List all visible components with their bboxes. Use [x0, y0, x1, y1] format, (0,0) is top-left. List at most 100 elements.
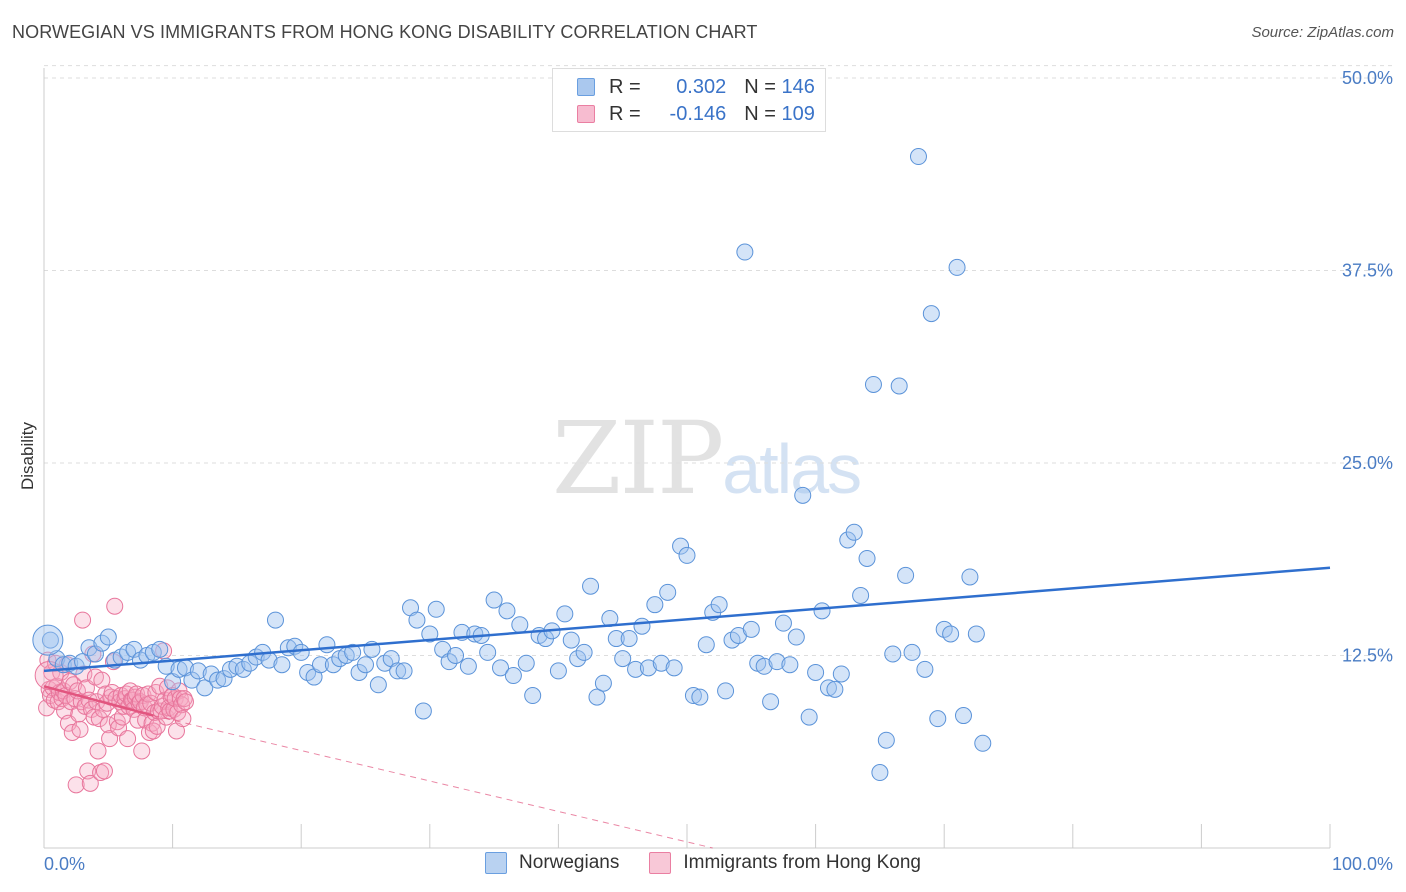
legend-r-value: -0.146: [669, 102, 727, 125]
legend-n-value: 109: [781, 102, 815, 125]
norwegian-point: [781, 656, 799, 674]
watermark-atlas: atlas: [722, 430, 862, 508]
y-tick-label: 37.5%: [1342, 261, 1393, 281]
norwegian-point: [659, 583, 677, 601]
norwegian-point: [742, 620, 760, 638]
norwegian-point: [80, 639, 98, 657]
norwegians-trend-line: [43, 566, 1331, 673]
norwegian-point: [684, 687, 702, 705]
hongkong-point: [90, 710, 108, 728]
norwegian-point: [344, 643, 362, 661]
norwegian-point: [86, 645, 104, 663]
legend-r-label: R =: [609, 75, 641, 98]
norwegian-point: [215, 670, 233, 688]
norwegian-point: [710, 596, 728, 614]
norwegian-point: [369, 676, 387, 694]
norwegian-point: [421, 625, 439, 643]
norwegian-point: [652, 654, 670, 672]
norwegian-point: [41, 631, 59, 649]
legend-label-hongkong: Immigrants from Hong Kong: [683, 852, 921, 873]
hongkong-point: [171, 690, 189, 708]
norwegian-point: [189, 662, 207, 680]
norwegian-point: [556, 605, 574, 623]
hongkong-point: [106, 597, 124, 615]
hongkong-point: [74, 611, 92, 629]
norwegian-point: [183, 671, 201, 689]
norwegian-point: [620, 630, 638, 648]
hongkong-point: [174, 710, 192, 728]
norwegian-point: [774, 614, 792, 632]
hongkong-point: [89, 742, 107, 760]
norwegian-point: [517, 654, 535, 672]
legend-swatch-norwegians: [485, 852, 508, 874]
norwegian-point: [607, 630, 625, 648]
hongkong-point: [108, 713, 126, 731]
legend-swatch-norwegians: [577, 78, 595, 96]
axis-labels: 12.5% 25.0% 37.5% 50.0% 0.0% 100.0% Disability: [18, 68, 1393, 874]
norwegian-point: [588, 688, 606, 706]
hongkong-point: [119, 730, 137, 748]
legend-row-hongkong: R = -0.146 N = 109: [577, 101, 815, 127]
legend-r-label: R =: [609, 102, 641, 125]
legend-swatch-hongkong: [577, 105, 595, 123]
norwegian-point: [794, 486, 812, 504]
norwegian-point: [813, 602, 831, 620]
norwegian-point: [903, 643, 921, 661]
norwegian-point: [858, 549, 876, 567]
source-label: Source: ZipAtlas.com: [1251, 24, 1394, 41]
y-tick-label: 25.0%: [1342, 453, 1393, 473]
trend-lines: [43, 566, 1331, 849]
norwegian-point: [504, 667, 522, 685]
norwegian-point: [768, 653, 786, 671]
norwegian-point: [967, 625, 985, 643]
norwegian-point: [890, 377, 908, 395]
series-hongkong-points: [34, 597, 194, 794]
norwegian-point: [414, 702, 432, 720]
y-tick-label: 50.0%: [1342, 68, 1393, 88]
hongkong-point: [93, 671, 111, 689]
hongkong-point: [81, 774, 99, 792]
watermark-zip: ZIP: [552, 400, 724, 517]
norwegian-point: [311, 656, 329, 674]
norwegian-point: [633, 617, 651, 635]
norwegian-point: [575, 643, 593, 661]
legend-n-label: N =: [744, 102, 776, 125]
norwegian-point: [562, 631, 580, 649]
hongkong-point: [95, 762, 113, 780]
norwegian-point: [954, 707, 972, 725]
norwegian-point: [395, 662, 413, 680]
norwegian-point: [74, 653, 92, 671]
y-axis-title: Disability: [18, 421, 37, 490]
norwegian-point: [594, 674, 612, 692]
norwegian-point: [440, 653, 458, 671]
norwegian-point: [845, 523, 863, 541]
norwegian-point: [787, 628, 805, 646]
norwegian-point: [916, 660, 934, 678]
norwegian-point: [678, 546, 696, 564]
norwegian-point: [582, 577, 600, 595]
norwegian-point: [909, 148, 927, 166]
hongkong-point: [71, 720, 89, 738]
norwegian-point: [627, 660, 645, 678]
norwegian-point: [324, 656, 342, 674]
correlation-legend: R = 0.302 N = 146 R = -0.146 N = 109: [552, 68, 826, 132]
norwegian-point: [646, 596, 664, 614]
norwegian-point: [819, 679, 837, 697]
norwegian-point: [202, 665, 220, 683]
norwegian-point: [697, 636, 715, 654]
norwegian-point: [871, 764, 889, 782]
norwegian-point: [427, 600, 445, 618]
norwegian-point: [929, 710, 947, 728]
norwegian-point: [273, 656, 291, 674]
norwegian-point: [736, 243, 754, 261]
hongkong-trend-line: [43, 685, 154, 717]
norwegian-point: [942, 625, 960, 643]
hongkong-point: [133, 742, 151, 760]
norwegian-point: [948, 258, 966, 276]
norwegian-point: [498, 602, 516, 620]
watermark: ZIPatlas: [552, 400, 862, 517]
norwegian-point: [466, 625, 484, 643]
x-tick-label-min: 0.0%: [44, 854, 85, 874]
legend-n-value: 146: [781, 75, 815, 98]
legend-label-norwegians: Norwegians: [519, 852, 620, 873]
